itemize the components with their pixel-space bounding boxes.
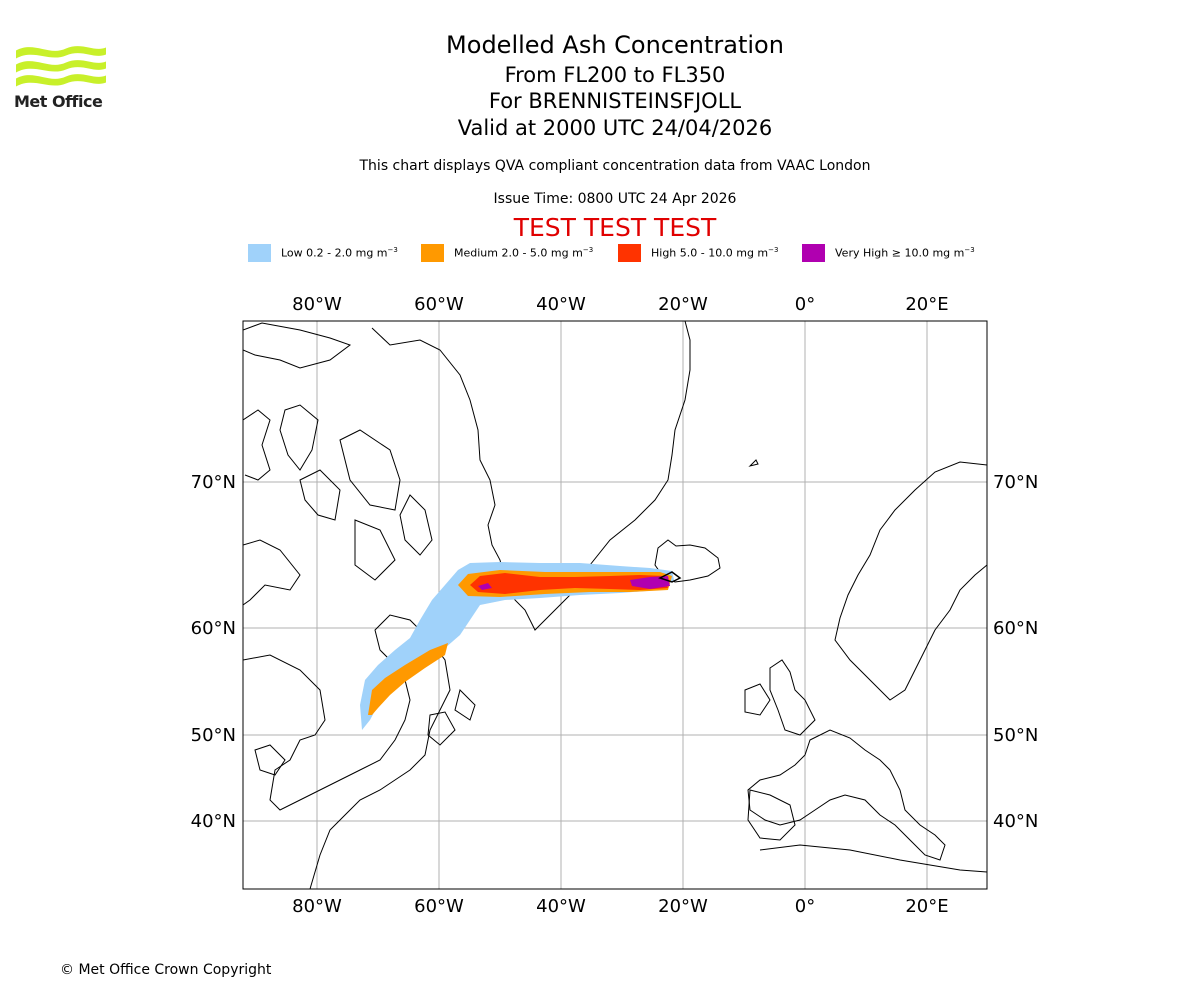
lon-label-20e: 20°E: [905, 294, 948, 315]
lat-labels-left: 70°N 60°N 50°N 40°N: [191, 472, 236, 832]
legend-label-low: Low 0.2 - 2.0 mg m: [281, 246, 388, 260]
legend-swatch-low: [248, 244, 271, 262]
lat-labels-right: 70°N 60°N 50°N 40°N: [993, 472, 1038, 832]
legend-swatch-medium: [421, 244, 444, 262]
volcano-name: For BRENNISTEINSFJOLL: [488, 89, 742, 113]
met-office-logo: [16, 46, 106, 87]
ash-plume-medium-south: [368, 643, 448, 715]
qva-note: This chart displays QVA compliant concen…: [359, 158, 871, 174]
lon-labels-bottom: 80°W 60°W 40°W 20°W 0° 20°E: [292, 896, 948, 917]
lat-label-60n: 60°N: [191, 618, 236, 639]
map-frame: [242, 320, 988, 890]
ash-plume-very-high: [630, 576, 670, 589]
legend-item-low: Low 0.2 - 2.0 mg m−3: [248, 244, 398, 262]
valid-time: Valid at 2000 UTC 24/04/2026: [457, 116, 773, 140]
lon-label-60w-bottom: 60°W: [414, 896, 464, 917]
volcano-marker: [658, 571, 682, 583]
coastline-europe: [744, 461, 987, 873]
lat-label-70n-right: 70°N: [993, 472, 1038, 493]
legend-swatch-high: [618, 244, 641, 262]
logo-text: Met Office: [14, 92, 103, 111]
legend-label-medium: Medium 2.0 - 5.0 mg m: [454, 246, 583, 260]
ash-plume-high: [470, 573, 668, 594]
coastline-greenland: [371, 321, 691, 631]
lon-label-80w-bottom: 80°W: [292, 896, 342, 917]
legend-exp-high: −3: [768, 246, 779, 255]
legend: Low 0.2 - 2.0 mg m−3 Medium 2.0 - 5.0 mg…: [0, 0, 1200, 280]
lon-label-0-bottom: 0°: [795, 896, 815, 917]
lon-labels-top: 80°W 60°W 40°W 20°W 0° 20°E: [292, 294, 948, 315]
lat-label-60n-right: 60°N: [993, 618, 1038, 639]
lat-label-50n: 50°N: [191, 725, 236, 746]
lat-label-50n-right: 50°N: [993, 725, 1038, 746]
legend-exp-very-high: −3: [964, 246, 975, 255]
legend-label-very-high: Very High ≥ 10.0 mg m: [835, 246, 965, 260]
legend-item-very-high: Very High ≥ 10.0 mg m−3: [802, 244, 975, 262]
lon-label-40w: 40°W: [536, 294, 586, 315]
legend-label-high: High 5.0 - 10.0 mg m: [651, 246, 769, 260]
test-banner: TEST TEST TEST: [513, 213, 717, 242]
ash-plume-low: [360, 562, 674, 730]
legend-exp-low: −3: [387, 246, 398, 255]
lon-label-40w-bottom: 40°W: [536, 896, 586, 917]
graticule: [243, 321, 987, 889]
lon-label-80w: 80°W: [292, 294, 342, 315]
legend-item-medium: Medium 2.0 - 5.0 mg m−3: [421, 244, 593, 262]
lon-label-0: 0°: [795, 294, 815, 315]
flight-levels: From FL200 to FL350: [504, 63, 726, 87]
lon-label-20w: 20°W: [658, 294, 708, 315]
lon-label-20w-bottom: 20°W: [658, 896, 708, 917]
lat-label-70n: 70°N: [191, 472, 236, 493]
legend-item-high: High 5.0 - 10.0 mg m−3: [618, 244, 778, 262]
lat-label-40n-right: 40°N: [993, 811, 1038, 832]
issue-time: Issue Time: 0800 UTC 24 Apr 2026: [493, 191, 737, 207]
lon-label-20e-bottom: 20°E: [905, 896, 948, 917]
chart-title: Modelled Ash Concentration: [446, 31, 784, 59]
lon-label-60w: 60°W: [414, 294, 464, 315]
copyright: © Met Office Crown Copyright: [60, 962, 272, 978]
legend-exp-medium: −3: [582, 246, 594, 255]
legend-swatch-very-high: [802, 244, 825, 262]
lat-label-40n: 40°N: [191, 811, 236, 832]
